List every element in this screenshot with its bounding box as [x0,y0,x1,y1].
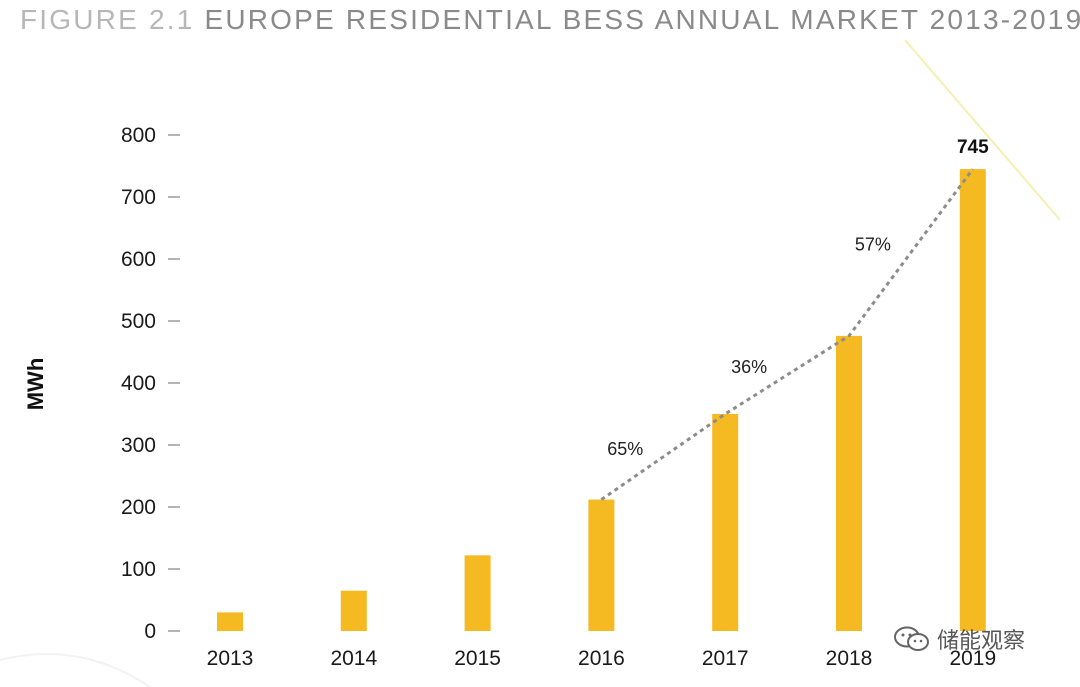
data-label-2019: 745 [957,137,989,158]
growth-trend-line [600,168,975,501]
bar-2014 [340,590,367,631]
wechat-icon [894,626,929,651]
decorative-corner [0,653,151,687]
bar-2016 [588,499,615,631]
bars [217,169,986,631]
decorative-curve [904,39,1061,221]
trend-line-group [600,168,975,501]
y-axis: 0 100 200 300 400 500 600 700 800 [121,124,180,643]
x-tick-label: 2019 [949,647,996,670]
y-tick-label: 800 [121,124,156,147]
y-tick-label: 200 [121,496,156,519]
bar-2015 [464,555,491,631]
figure-number: FIGURE 2.1 [20,4,195,35]
y-tick-label: 0 [144,620,156,643]
x-tick-label: 2018 [826,647,873,670]
growth-label-2018: 36% [731,357,767,377]
watermark-text: 储能观察 [937,629,1026,654]
figure-title: FIGURE 2.1 EUROPE RESIDENTIAL BESS ANNUA… [20,4,1080,36]
figure-title-text: EUROPE RESIDENTIAL BESS ANNUAL MARKET 20… [204,4,1080,35]
y-tick-label: 300 [121,434,156,457]
y-axis-title: MWh [23,358,48,411]
x-tick-label: 2015 [454,647,501,670]
growth-label-2017: 65% [607,439,643,459]
y-tick-label: 600 [121,248,156,271]
data-labels: 65% 36% 57% 745 [607,137,989,459]
bar-2018 [836,335,862,631]
watermark: 储能观察 [893,623,1025,655]
x-tick-label: 2014 [330,647,377,670]
bar-2017 [712,414,739,631]
y-tick-label: 500 [121,310,156,333]
x-tick-label: 2013 [207,647,254,670]
growth-label-2019: 57% [855,234,891,254]
x-axis: 2013 2014 2015 2016 2017 2018 2019 [207,647,997,670]
x-tick-label: 2017 [702,647,749,670]
y-tick-label: 400 [121,372,156,395]
bar-2013 [217,612,243,631]
bar-2019 [959,169,986,631]
x-tick-label: 2016 [578,647,625,670]
y-tick-label: 700 [121,186,156,209]
y-tick-label: 100 [121,558,156,581]
